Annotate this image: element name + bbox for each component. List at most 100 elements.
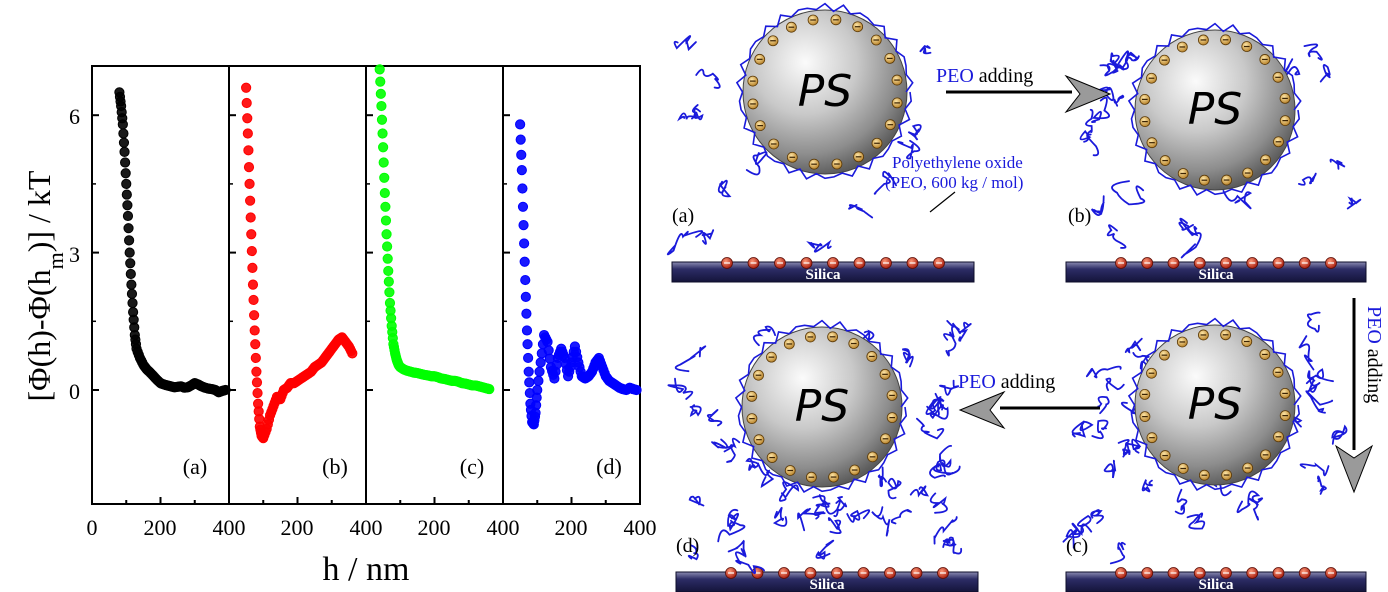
ps-label: PS [798, 66, 852, 117]
peo-coil [717, 512, 746, 543]
arrow-label-peo-2: PEO [958, 371, 996, 393]
peo-coil [1103, 459, 1117, 479]
data-point-d [535, 357, 546, 368]
peo-coil [933, 516, 958, 545]
data-point-a [117, 119, 128, 130]
data-point-d [515, 134, 526, 145]
data-point-d [543, 345, 554, 356]
peo-coil [946, 538, 963, 555]
panel-label-b: (b) [322, 454, 348, 479]
polymer-note-line2: (PEO, 600 kg / mol) [885, 173, 1023, 192]
arrow-label-adding-3: adding [1363, 344, 1385, 403]
plot-area: 0 3 6 0 200 400 200 400 200 400 200 400 … [21, 64, 657, 588]
xtick-label-200-c: 200 [418, 515, 451, 540]
peo-coil [833, 496, 848, 518]
data-point-c [382, 253, 393, 264]
data-point-d [533, 375, 544, 386]
xtick-label-200-d: 200 [555, 515, 588, 540]
peo-coil [1109, 52, 1120, 74]
peo-coil [1299, 462, 1330, 477]
peo-coil [1346, 196, 1362, 210]
peo-coil [1174, 488, 1188, 515]
peo-coil [1097, 396, 1110, 415]
peo-coil [1305, 390, 1334, 414]
peo-coil [1186, 512, 1206, 530]
data-point-a [118, 137, 130, 148]
peo-coil [902, 348, 914, 368]
peo-coil [1105, 377, 1125, 391]
data-point-c [380, 201, 391, 212]
schematic: Silica Silica Silica Silica PS PS PS PS PEO ad… [666, 2, 1385, 592]
panel-label-a: (a) [183, 454, 207, 479]
data-point-c [379, 187, 390, 199]
data-point-b [247, 279, 259, 290]
data-points [114, 64, 642, 444]
xtick-label-400-d: 400 [624, 515, 657, 540]
peo-coil [943, 331, 957, 357]
polymer-coils-c [1062, 311, 1348, 565]
peo-coil [897, 139, 921, 160]
peo-coil [1109, 541, 1126, 565]
data-point-d [520, 274, 531, 286]
data-point-a [126, 279, 137, 290]
peo-coil [929, 492, 948, 514]
data-point-b [247, 262, 258, 273]
peo-coil [815, 539, 835, 560]
peo-coil [797, 507, 820, 532]
ytick-label-3: 3 [69, 242, 80, 267]
data-point-a [120, 157, 131, 168]
peo-coil [1141, 479, 1153, 493]
peo-coil [827, 517, 842, 535]
peo-coil [1305, 377, 1318, 393]
peo-coil [1248, 497, 1264, 521]
peo-coil [1085, 108, 1094, 136]
arrow-label-a-to-b: PEO adding [936, 65, 1033, 87]
peo-coil [1124, 337, 1143, 354]
peo-coil [687, 544, 699, 561]
data-point-c [383, 276, 394, 287]
data-point-b [251, 377, 263, 388]
data-point-b [241, 97, 252, 109]
data-point-a [119, 146, 130, 157]
peo-coil [1317, 475, 1327, 495]
data-point-d [515, 119, 526, 130]
data-point-d [520, 291, 531, 302]
data-point-a [124, 247, 135, 258]
y-axis-label: [Φ(h)-Φ(hm)] / kT [21, 170, 68, 401]
peo-coil [674, 345, 707, 373]
arrow-label-b-to-c: PEO adding [1363, 306, 1385, 403]
ps-particle-c: PS [1127, 317, 1302, 491]
peo-coil [916, 417, 945, 440]
data-point-a [121, 178, 132, 189]
data-point-a [125, 258, 136, 269]
data-point-b [242, 128, 253, 139]
data-point-a [121, 189, 132, 200]
data-point-d [517, 183, 528, 194]
peo-coil [711, 438, 734, 453]
peo-coil [1329, 158, 1346, 170]
data-point-c [383, 265, 394, 277]
axis-ticks [91, 114, 641, 504]
data-point-a [122, 200, 133, 211]
peo-coil [706, 409, 723, 427]
data-point-b [243, 145, 254, 156]
data-point-b [250, 352, 261, 364]
data-point-d [521, 325, 533, 336]
peo-coil [1091, 96, 1111, 124]
data-point-b [242, 113, 253, 124]
peo-coil [735, 551, 765, 575]
data-point-a [220, 384, 231, 396]
silica-label: Silica [809, 577, 845, 592]
scene-label-d: (d) [676, 535, 699, 557]
peo-coil [846, 509, 871, 523]
arrow-label-adding: adding [974, 65, 1033, 87]
polymer-coils-d [667, 320, 972, 575]
peo-coil [1298, 335, 1315, 371]
data-point-b [241, 82, 252, 93]
data-point-c [380, 215, 392, 226]
peo-coil [909, 485, 929, 498]
data-point-c [378, 157, 389, 168]
polymer-coils-a [666, 35, 932, 256]
xtick-label-200-b: 200 [281, 515, 314, 540]
